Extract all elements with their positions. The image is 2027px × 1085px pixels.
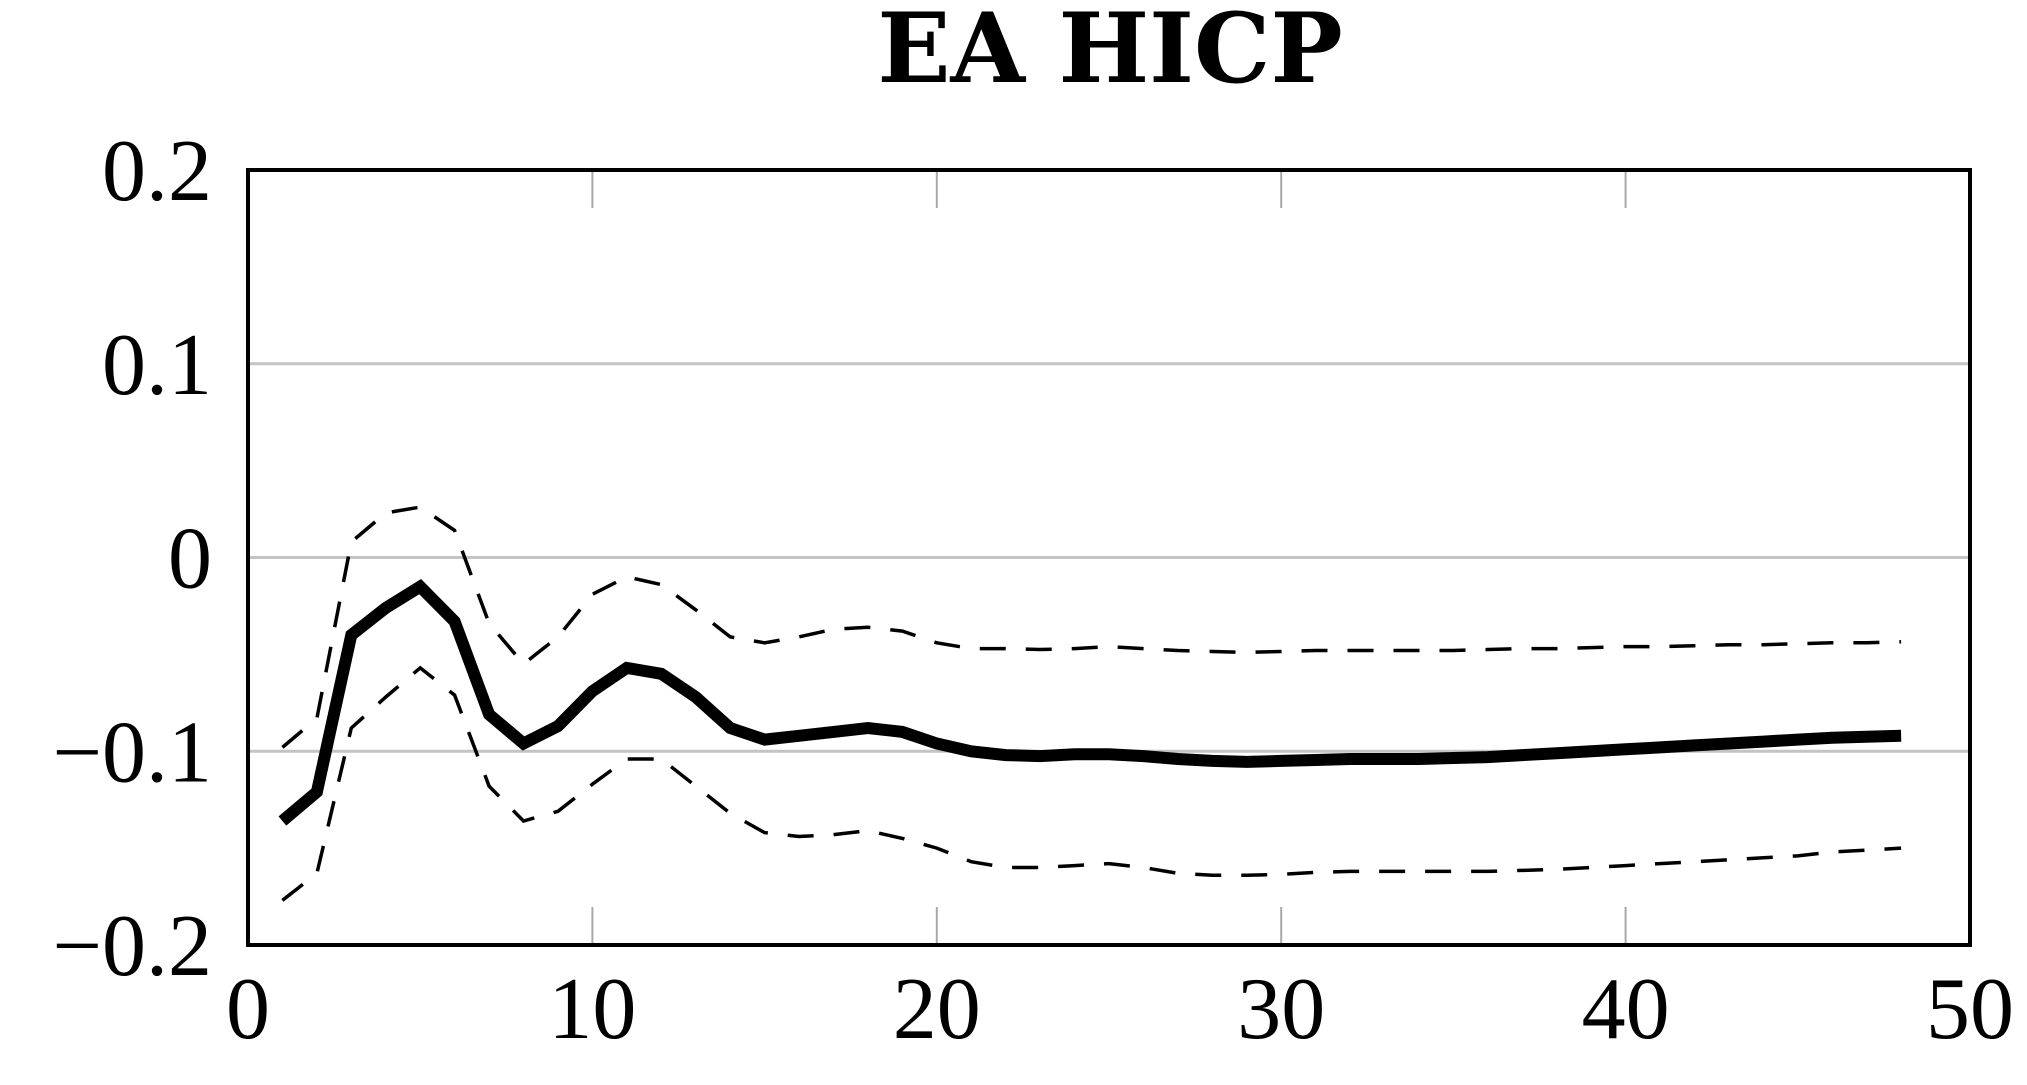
grid-layer [248,362,1970,753]
y-tick-label-4: 0.2 [102,123,212,220]
x-tick-label-5: 50 [1926,961,2014,1058]
x-tick-label-0: 0 [226,961,270,1058]
x-tick-label-1: 10 [548,961,636,1058]
plot-frame [246,168,1972,947]
series-line-main-0 [278,578,1902,826]
tick-layer [591,170,1627,945]
chart-title: EA HICP [877,0,1342,105]
y-tick-label-1: −0.1 [52,704,212,801]
series-layer [278,505,1902,902]
series-line-band-2 [281,665,1902,902]
y-tick-label-3: 0.1 [102,317,212,414]
x-tick-label-4: 40 [1582,961,1670,1058]
y-tick-label-2: 0 [168,511,212,608]
series-line-band-1 [281,505,1902,749]
label-layer: −0.2 −0.1 0 0.1 0.2 0 10 20 30 40 50 [52,123,2014,1058]
x-tick-label-3: 30 [1237,961,1325,1058]
y-tick-label-0: −0.2 [52,898,212,995]
x-tick-label-2: 20 [893,961,981,1058]
